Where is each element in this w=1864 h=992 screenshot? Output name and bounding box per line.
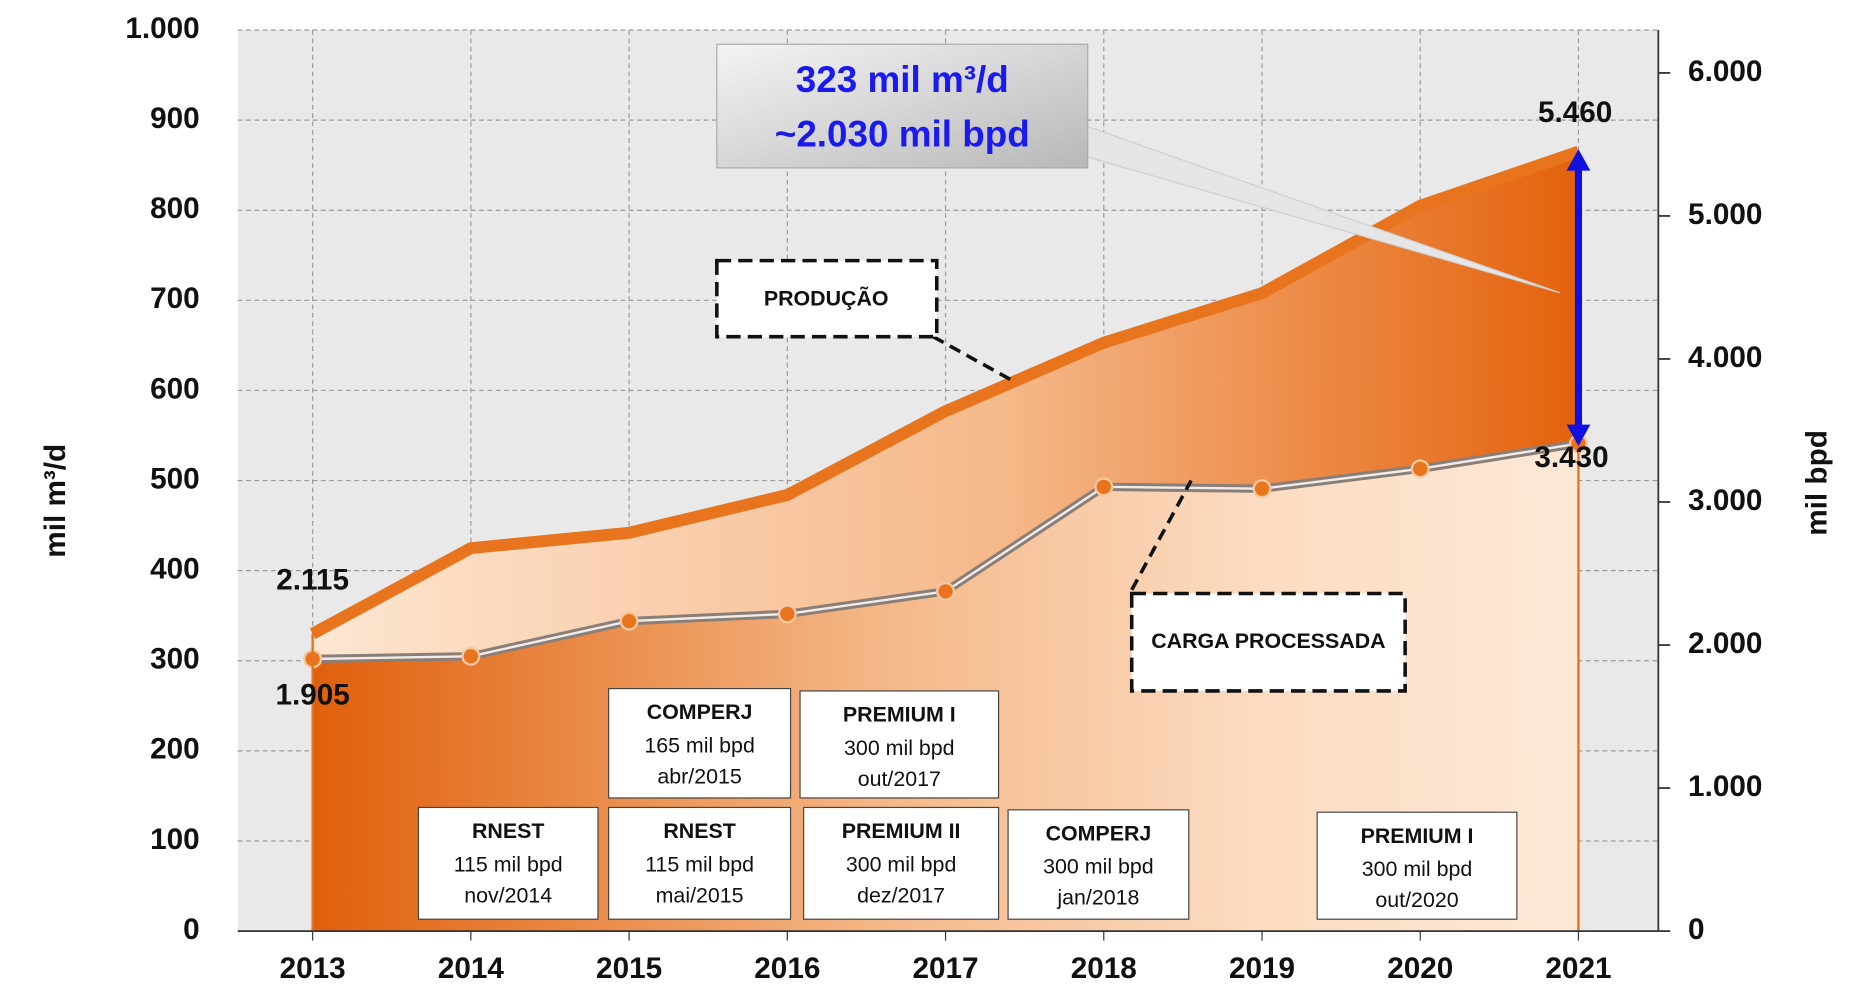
x-tick-label: 2013 xyxy=(280,952,346,985)
point xyxy=(1410,459,1430,479)
project-box xyxy=(799,690,1000,799)
y2-tick-label: 1.000 xyxy=(1688,770,1762,803)
project-box xyxy=(608,806,792,920)
series-tag-text: CARGA PROCESSADA xyxy=(1151,629,1385,653)
project-capacity: 300 mil bpd xyxy=(1362,857,1473,881)
project-capacity: 115 mil bpd xyxy=(645,852,754,876)
x-tick-label: 2017 xyxy=(913,952,979,985)
y2-tick-label: 4.000 xyxy=(1688,341,1762,374)
x-tick-label: 2016 xyxy=(754,952,820,985)
y2-tick-label: 6.000 xyxy=(1688,55,1762,88)
project-capacity: 115 mil bpd xyxy=(454,852,563,876)
x-tick-label: 2014 xyxy=(438,952,505,985)
y-axis-label: mil m³/d xyxy=(39,444,72,558)
y-tick-label: 200 xyxy=(150,733,200,766)
project-box xyxy=(803,806,1000,920)
arrow-head xyxy=(1566,149,1591,171)
point xyxy=(936,581,956,601)
project-name: COMPERJ xyxy=(1046,821,1152,845)
point-label: 2.115 xyxy=(276,563,349,596)
series-tag-text: PRODUÇÃO xyxy=(764,286,889,311)
y-tick-label: 800 xyxy=(150,192,200,225)
project-name: RNEST xyxy=(472,819,544,843)
point xyxy=(1252,479,1272,499)
project-box xyxy=(417,806,599,920)
project-box xyxy=(1316,811,1518,920)
project-date: mai/2015 xyxy=(656,883,744,907)
point xyxy=(461,646,481,666)
project-name: PREMIUM II xyxy=(842,819,961,843)
y-tick-label: 400 xyxy=(150,552,200,585)
callout-text: ~2.030 mil bpd xyxy=(775,114,1030,155)
project-capacity: 300 mil bpd xyxy=(846,852,957,876)
y-tick-label: 100 xyxy=(150,823,200,856)
project-name: RNEST xyxy=(663,819,735,843)
point xyxy=(619,611,639,631)
x-tick-label: 2019 xyxy=(1229,952,1295,985)
y2-axis-label: mil bpd xyxy=(1801,430,1834,536)
y-tick-label: 300 xyxy=(150,643,200,676)
y2-tick-label: 5.000 xyxy=(1688,198,1762,231)
project-name: PREMIUM I xyxy=(843,703,956,727)
project-box xyxy=(1007,809,1190,920)
project-date: jan/2018 xyxy=(1056,886,1139,910)
project-date: abr/2015 xyxy=(657,764,741,788)
point xyxy=(1094,477,1114,497)
y-tick-label: 900 xyxy=(150,102,200,135)
project-name: PREMIUM I xyxy=(1361,824,1474,848)
leader xyxy=(1130,479,1193,591)
series-tag xyxy=(715,258,939,339)
series-tag xyxy=(1129,591,1407,693)
project-date: nov/2014 xyxy=(464,883,552,907)
y-tick-label: 0 xyxy=(183,913,200,946)
y-tick-label: 700 xyxy=(150,282,200,315)
y-tick-label: 600 xyxy=(150,372,200,405)
project-date: out/2020 xyxy=(1375,888,1458,912)
callout-text: 323 mil m³/d xyxy=(796,59,1009,100)
project-date: dez/2017 xyxy=(857,883,945,907)
callout-box xyxy=(716,43,1089,169)
x-tick-label: 2015 xyxy=(596,952,662,985)
y2-tick-label: 0 xyxy=(1688,913,1705,946)
arrow-head xyxy=(1566,424,1591,446)
leader xyxy=(932,335,1012,382)
y-tick-label: 500 xyxy=(150,462,200,495)
project-box xyxy=(608,687,792,799)
point-label: 1.905 xyxy=(275,679,349,712)
point xyxy=(777,604,797,624)
point-label: 3.430 xyxy=(1534,441,1608,474)
point-label: 5.460 xyxy=(1538,96,1612,129)
x-tick-label: 2020 xyxy=(1387,952,1453,985)
x-tick-label: 2018 xyxy=(1071,952,1137,985)
x-tick-label: 2021 xyxy=(1545,952,1611,985)
y-tick-label: 1.000 xyxy=(125,12,199,45)
project-capacity: 300 mil bpd xyxy=(844,736,955,760)
project-date: out/2017 xyxy=(858,767,941,791)
project-capacity: 165 mil bpd xyxy=(644,733,755,757)
y2-tick-label: 2.000 xyxy=(1688,627,1762,660)
y2-tick-label: 3.000 xyxy=(1688,484,1762,517)
project-name: COMPERJ xyxy=(647,700,753,724)
project-capacity: 300 mil bpd xyxy=(1043,855,1154,879)
